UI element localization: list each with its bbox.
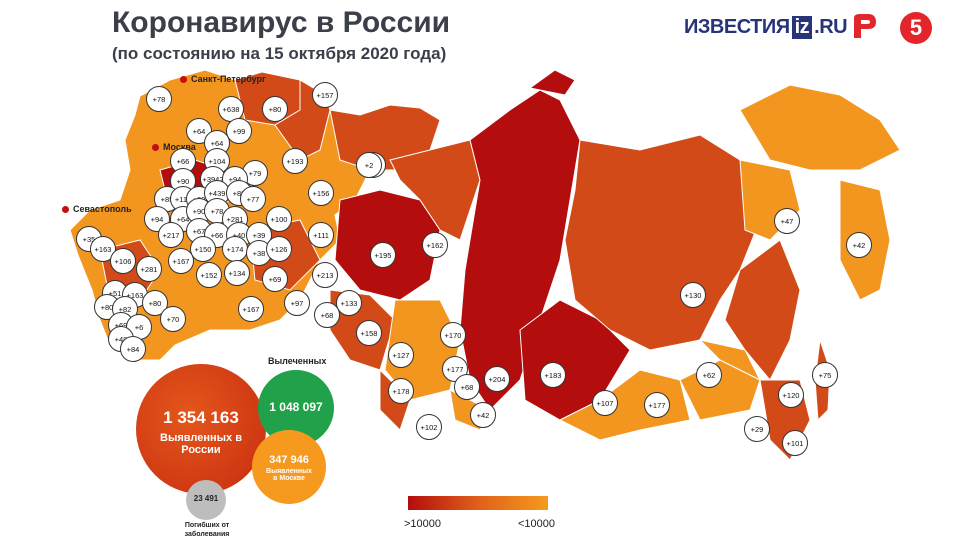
region-badge: +167 xyxy=(238,296,264,322)
region-badge: +177 xyxy=(644,392,670,418)
region-badge: +75 xyxy=(812,362,838,388)
city-sevastopol-label: Севастополь xyxy=(62,204,132,214)
region-badge: +156 xyxy=(308,180,334,206)
region-badge: +204 xyxy=(484,366,510,392)
city-moscow-text: Москва xyxy=(163,142,196,152)
region-badge: +134 xyxy=(224,260,250,286)
region-badge: +170 xyxy=(440,322,466,348)
region-badge: +77 xyxy=(240,186,266,212)
deaths-label: Погибших от заболевания xyxy=(184,522,230,538)
region-badge: +157 xyxy=(312,82,338,108)
region-badge: +183 xyxy=(540,362,566,388)
city-moscow-label: Москва xyxy=(152,142,196,152)
region-khabarovsk xyxy=(724,239,801,381)
total-cases-circle: 1 354 163 Выявленных в России xyxy=(136,364,266,494)
region-badge: +150 xyxy=(190,236,216,262)
recovered-number: 1 048 097 xyxy=(269,400,323,414)
region-badge: +70 xyxy=(160,306,186,332)
iz-box: iz xyxy=(791,16,813,39)
region-badge: +69 xyxy=(262,266,288,292)
region-badge: +162 xyxy=(422,232,448,258)
region-badge: +106 xyxy=(110,248,136,274)
ren-tv-logo xyxy=(854,14,876,38)
city-dot xyxy=(62,206,69,214)
region-badge: +84 xyxy=(120,336,146,362)
region-badge: +158 xyxy=(356,320,382,346)
region-badge: +62 xyxy=(696,362,722,388)
izvestia-logo-text: ИЗВЕСТИЯ xyxy=(684,16,790,38)
region-badge: +127 xyxy=(388,342,414,368)
region-badge: +99 xyxy=(226,118,252,144)
city-spb-label: Санкт-Петербург xyxy=(180,74,266,84)
iz-suffix: .RU xyxy=(814,16,848,38)
region-badge: +47 xyxy=(774,208,800,234)
city-spb-text: Санкт-Петербург xyxy=(191,74,266,84)
region-badge: +107 xyxy=(592,390,618,416)
region-badge: +2 xyxy=(356,152,382,178)
deaths-circle: 23 491 xyxy=(186,480,226,520)
region-badge: +101 xyxy=(782,430,808,456)
region-badge: +130 xyxy=(680,282,706,308)
total-cases-label: Выявленных в России xyxy=(160,432,242,456)
city-dot xyxy=(180,76,187,84)
legend-gradient xyxy=(408,496,548,510)
region-badge: +213 xyxy=(312,262,338,288)
total-cases-number: 1 354 163 xyxy=(163,408,239,427)
page-subtitle: (по состоянию на 15 октября 2020 года) xyxy=(112,44,447,63)
region-badge: +281 xyxy=(136,256,162,282)
region-yamal xyxy=(389,139,481,241)
city-dot xyxy=(152,144,159,152)
region-badge: +78 xyxy=(146,86,172,112)
moscow-cases-label: Выявленных в Москве xyxy=(266,468,312,482)
region-badge: +126 xyxy=(266,236,292,262)
deaths-number: 23 491 xyxy=(193,494,219,503)
region-badge: +68 xyxy=(454,374,480,400)
region-badge: +195 xyxy=(370,242,396,268)
region-badge: +42 xyxy=(846,232,872,258)
region-badge: +167 xyxy=(168,248,194,274)
region-taimyr-islands xyxy=(528,69,576,96)
recovered-title: Вылеченных xyxy=(268,356,327,366)
region-badge: +111 xyxy=(308,222,334,248)
region-badge: +178 xyxy=(388,378,414,404)
izvestia-logo: ИЗВЕСТИЯ iz .RU xyxy=(684,16,848,39)
region-badge: +152 xyxy=(196,262,222,288)
region-badge: +174 xyxy=(222,236,248,262)
region-chukotka xyxy=(739,84,901,171)
region-badge: +29 xyxy=(744,416,770,442)
region-badge: +97 xyxy=(284,290,310,316)
region-badge: +80 xyxy=(262,96,288,122)
legend-right-label: <10000 xyxy=(518,518,556,530)
city-sevastopol-text: Севастополь xyxy=(73,204,132,214)
region-badge: +638 xyxy=(218,96,244,122)
region-badge: +120 xyxy=(778,382,804,408)
region-badge: +217 xyxy=(158,222,184,248)
region-badge: +193 xyxy=(282,148,308,174)
region-badge: +100 xyxy=(266,206,292,232)
region-komi xyxy=(329,104,441,171)
legend-left-label: >10000 xyxy=(404,518,442,530)
moscow-cases-circle: 347 946 Выявленных в Москве xyxy=(252,430,326,504)
region-badge: +42 xyxy=(470,402,496,428)
region-badge: +68 xyxy=(314,302,340,328)
region-badge: +102 xyxy=(416,414,442,440)
channel-5-logo: 5 xyxy=(900,12,932,44)
region-yakutia xyxy=(564,134,761,351)
region-badge: +133 xyxy=(336,290,362,316)
page-title: Коронавирус в России xyxy=(112,6,451,39)
moscow-cases-number: 347 946 xyxy=(269,454,309,466)
